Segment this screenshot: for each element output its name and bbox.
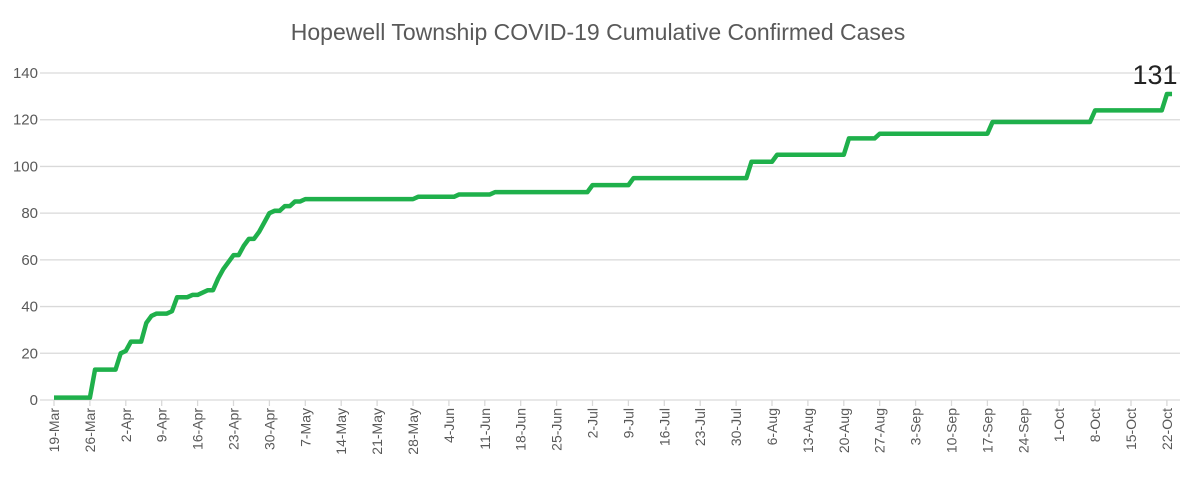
y-tick-label: 60 <box>21 252 38 269</box>
x-tick-label: 16-Apr <box>190 408 206 450</box>
x-tick-label: 26-Mar <box>82 408 98 453</box>
x-tick-label: 7-May <box>297 408 313 447</box>
x-tick-label: 28-May <box>405 408 421 455</box>
x-tick-label: 4-Jun <box>441 408 457 443</box>
x-tick-label: 21-May <box>369 408 385 455</box>
x-tick-label: 14-May <box>333 408 349 455</box>
y-tick-label: 100 <box>13 158 38 175</box>
x-tick-label: 6-Aug <box>764 408 780 445</box>
y-axis: 0 20 40 60 80 100 120 140 <box>13 65 38 409</box>
x-tick-label: 11-Jun <box>477 408 493 450</box>
y-tick-label: 0 <box>30 392 38 409</box>
x-tick-label: 2-Apr <box>118 408 134 443</box>
x-tick-label: 17-Sep <box>979 408 995 453</box>
x-tick-label: 24-Sep <box>1015 408 1031 453</box>
series-line <box>54 91 1173 400</box>
chart-title: Hopewell Township COVID-19 Cumulative Co… <box>291 19 905 45</box>
y-tick-label: 40 <box>21 299 38 316</box>
x-tick-label: 23-Jul <box>692 408 708 446</box>
x-axis: 19-Mar 26-Mar 2-Apr 9-Apr 16-Apr 23-Apr 30-Apr… <box>46 400 1175 455</box>
x-tick-label: 13-Aug <box>800 408 816 453</box>
x-tick-label: 23-Apr <box>226 408 242 450</box>
x-tick-label: 25-Jun <box>549 408 565 451</box>
x-tick-label: 1-Oct <box>1051 408 1067 442</box>
x-tick-label: 27-Aug <box>872 408 888 453</box>
x-tick-label: 19-Mar <box>46 408 62 453</box>
x-tick-label: 15-Oct <box>1123 408 1139 450</box>
x-tick-label: 22-Oct <box>1159 408 1175 450</box>
x-tick-label: 20-Aug <box>836 408 852 453</box>
y-tick-label: 80 <box>21 205 38 222</box>
y-tick-label: 140 <box>13 65 38 82</box>
x-tick-label: 2-Jul <box>585 408 601 438</box>
end-value-label: 131 <box>1132 60 1177 90</box>
x-tick-label: 18-Jun <box>513 408 529 451</box>
x-tick-label: 16-Jul <box>656 408 672 446</box>
x-tick-label: 30-Apr <box>261 408 277 450</box>
x-tick-label: 8-Oct <box>1087 408 1103 442</box>
x-tick-label: 9-Jul <box>620 408 636 438</box>
y-tick-label: 120 <box>13 112 38 129</box>
x-tick-label: 9-Apr <box>154 408 170 443</box>
y-tick-label: 20 <box>21 345 38 362</box>
x-tick-label: 10-Sep <box>944 408 960 453</box>
x-tick-label: 3-Sep <box>908 408 924 446</box>
x-tick-label: 30-Jul <box>728 408 744 446</box>
